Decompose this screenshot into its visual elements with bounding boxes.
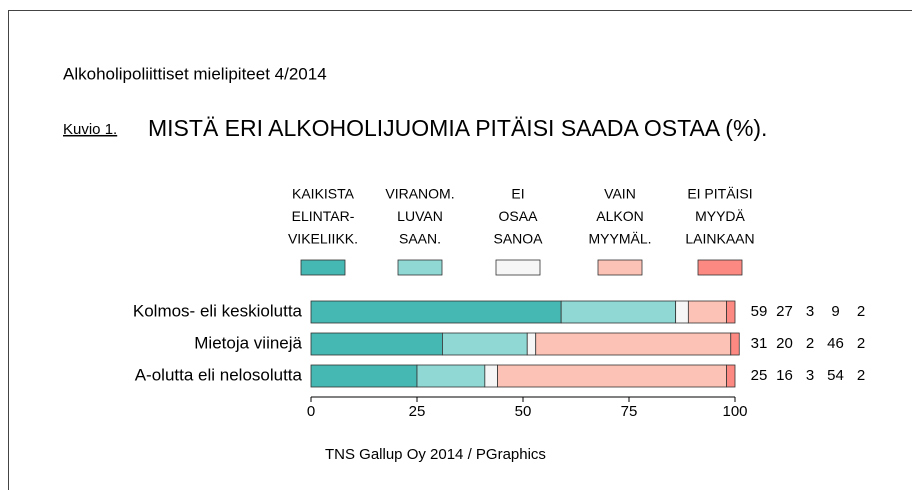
bar-segment	[484, 364, 498, 388]
value-label: 59	[751, 303, 768, 320]
subtitle: Alkoholipoliittiset mielipiteet 4/2014	[63, 64, 327, 83]
legend-label: LAINKAAN	[685, 231, 754, 247]
bar-segment	[687, 300, 727, 324]
legend-label: EI PITÄISI	[687, 186, 752, 202]
legend-label: MYYMÄL.	[588, 231, 651, 247]
value-label: 20	[776, 335, 793, 352]
legend-label: OSAA	[499, 208, 539, 224]
figure-label: Kuvio 1.	[63, 121, 117, 138]
value-label: 3	[806, 303, 814, 320]
legend-label: ELINTAR-	[292, 208, 355, 224]
value-label: 2	[857, 367, 865, 384]
value-label: 16	[776, 367, 793, 384]
bar-segment	[310, 300, 562, 324]
value-label: 2	[857, 303, 865, 320]
category-label: Kolmos- eli keskiolutta	[133, 301, 303, 320]
value-label: 46	[827, 335, 844, 352]
legend-label: KAIKISTA	[292, 186, 355, 202]
legend-label: LUVAN	[397, 208, 443, 224]
value-label: 27	[776, 303, 793, 320]
value-label: 31	[751, 335, 768, 352]
legend-label: VAIN	[604, 186, 636, 202]
source: TNS Gallup Oy 2014 / PGraphics	[325, 446, 546, 463]
value-label: 54	[827, 367, 844, 384]
legend-label: VIRANOM.	[385, 186, 454, 202]
frame	[8, 10, 912, 490]
bar-segment	[310, 364, 418, 388]
x-tick-label: 50	[515, 403, 532, 420]
bar-segment	[675, 300, 689, 324]
chart-title: MISTÄ ERI ALKOHOLIJUOMIA PITÄISI SAADA O…	[148, 115, 767, 141]
bar-segment	[726, 300, 736, 324]
bar-segment	[730, 332, 740, 356]
bar-segment	[416, 364, 486, 388]
legend-swatch	[300, 259, 346, 276]
legend-swatch	[597, 259, 643, 276]
value-label: 2	[857, 335, 865, 352]
legend-label: VIKELIIKK.	[288, 231, 358, 247]
value-label: 2	[806, 335, 814, 352]
legend-swatch	[495, 259, 541, 276]
legend-label: EI	[511, 186, 524, 202]
category-label: A-olutta eli nelosolutta	[135, 365, 303, 384]
value-label: 25	[751, 367, 768, 384]
x-tick-label: 25	[409, 403, 426, 420]
value-label: 9	[831, 303, 839, 320]
legend-label: MYYDÄ	[695, 208, 745, 224]
bar-segment	[442, 332, 528, 356]
bar-segment	[726, 364, 736, 388]
bar-segment	[535, 332, 732, 356]
legend-swatch	[397, 259, 443, 276]
legend-label: ALKON	[596, 208, 643, 224]
bar-segment	[560, 300, 677, 324]
bar-segment	[497, 364, 727, 388]
bar-segment	[526, 332, 537, 356]
value-label: 3	[806, 367, 814, 384]
x-tick-label: 75	[621, 403, 638, 420]
x-tick-label: 100	[722, 403, 747, 420]
legend-swatch	[697, 259, 743, 276]
bar-segment	[310, 332, 443, 356]
legend-label: SANOA	[493, 231, 543, 247]
legend-label: SAAN.	[399, 231, 441, 247]
category-label: Mietoja viinejä	[194, 333, 302, 352]
x-tick-label: 0	[307, 403, 315, 420]
